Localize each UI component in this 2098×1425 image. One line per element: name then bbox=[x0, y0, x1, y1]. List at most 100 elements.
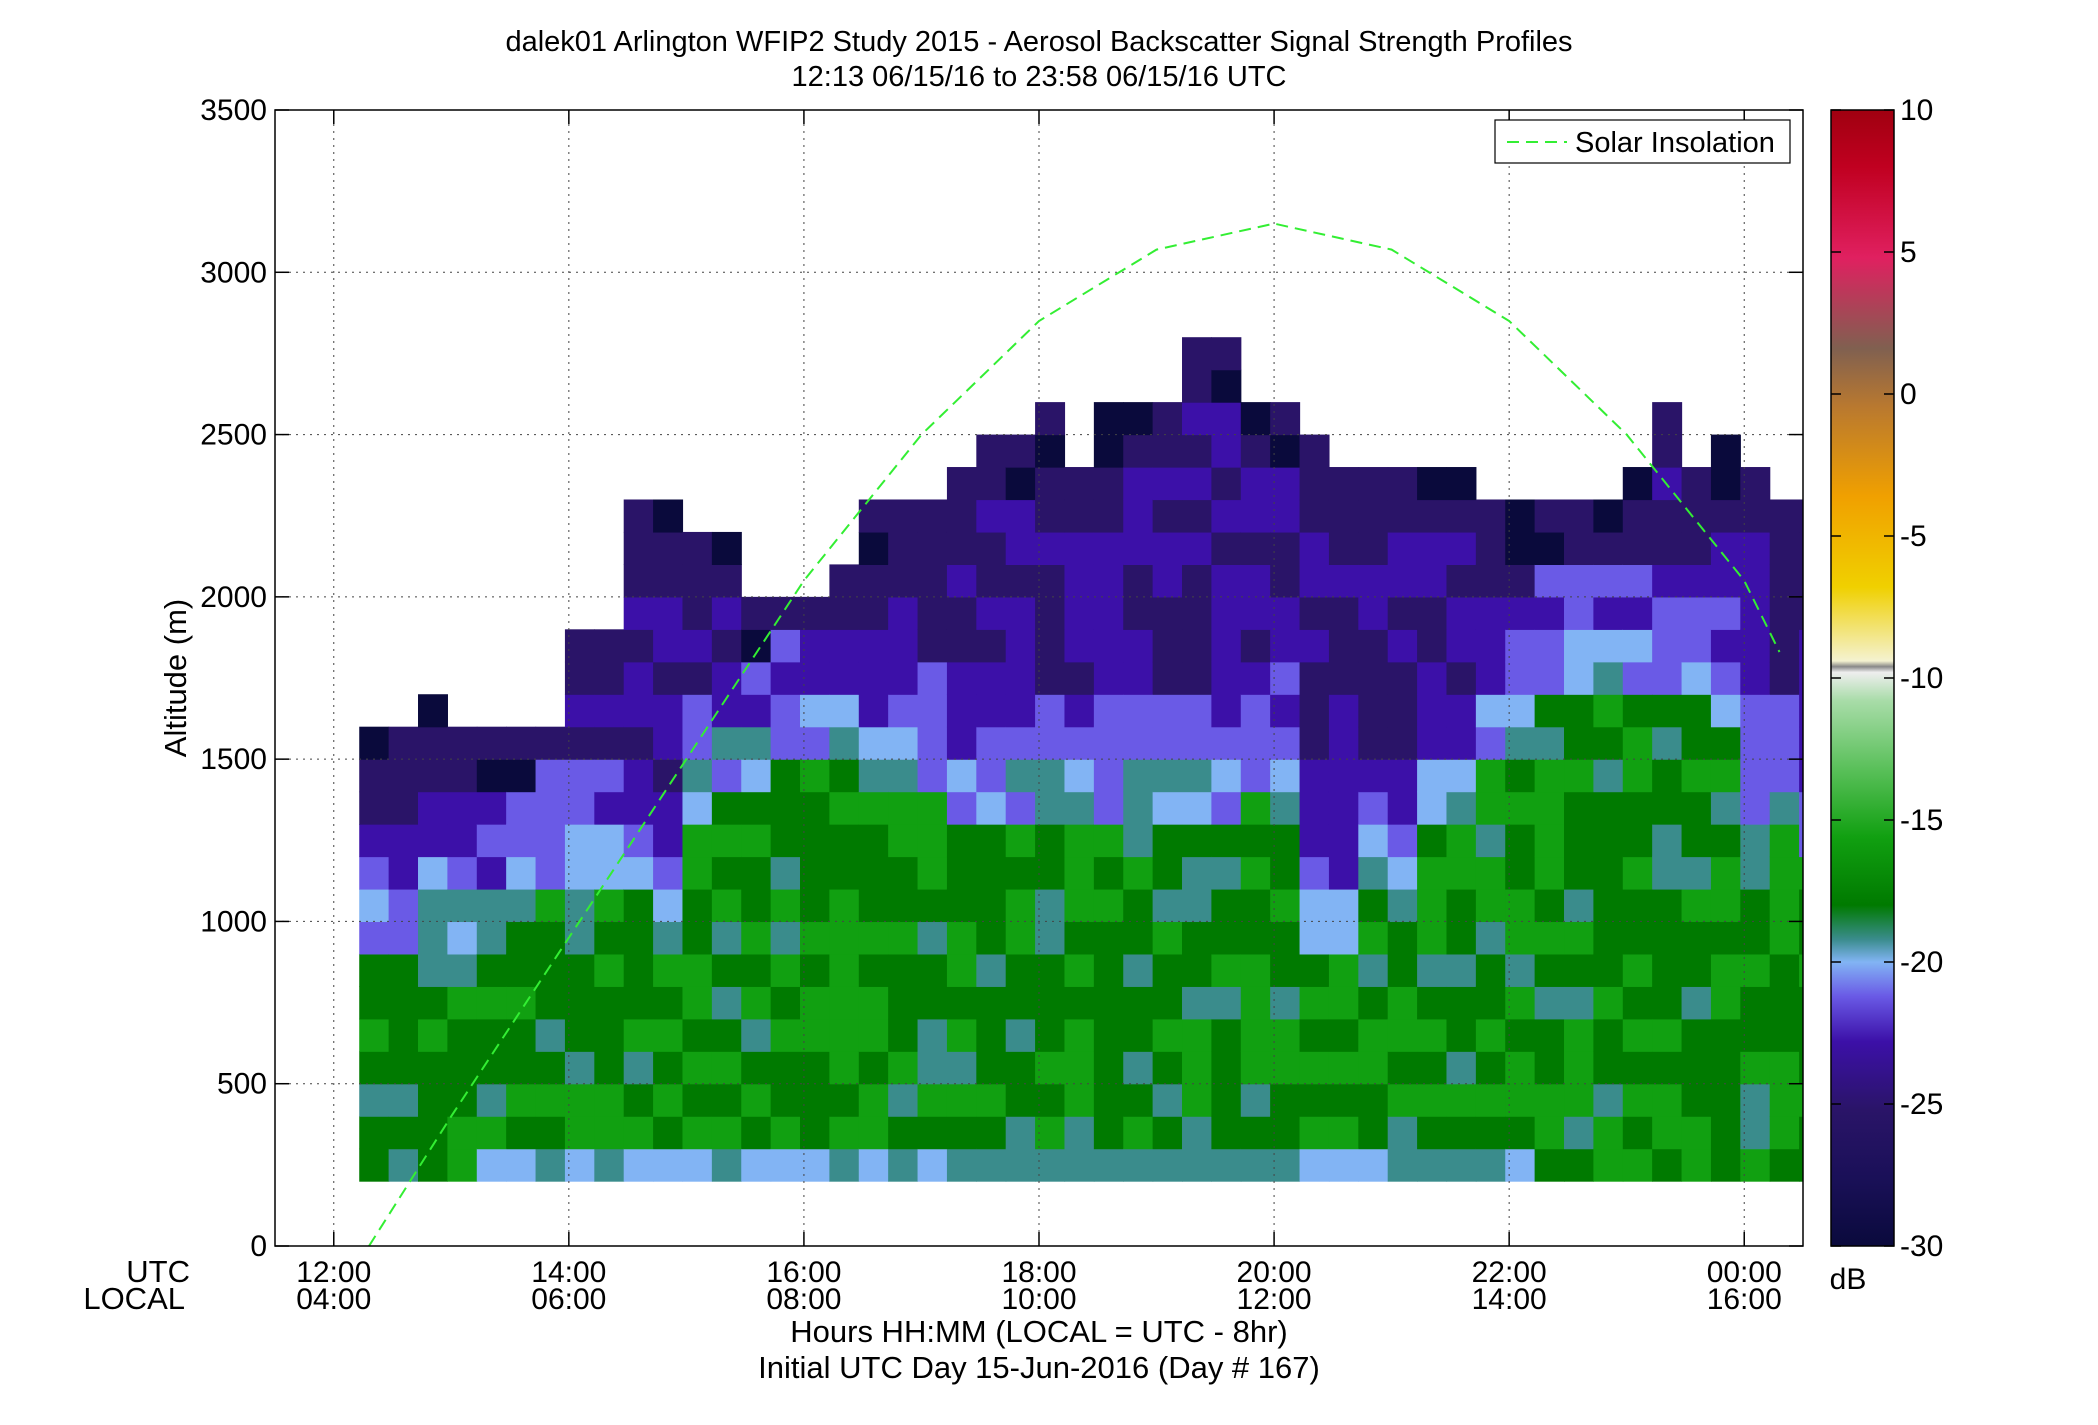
heatmap-cell bbox=[1417, 1018, 1448, 1052]
heatmap-cell bbox=[682, 888, 713, 923]
heatmap-cell bbox=[1710, 1083, 1741, 1117]
heatmap-cell bbox=[682, 661, 713, 695]
heatmap-cell bbox=[1564, 1018, 1594, 1052]
heatmap-cell bbox=[770, 824, 801, 858]
heatmap-cell bbox=[653, 1051, 684, 1085]
heatmap-cell bbox=[1299, 791, 1330, 825]
heatmap-cell bbox=[1564, 629, 1594, 663]
heatmap-cell bbox=[770, 856, 801, 890]
heatmap-cell bbox=[2005, 370, 2035, 403]
heatmap-cell bbox=[976, 791, 1007, 825]
heatmap-cell bbox=[1005, 759, 1036, 793]
heatmap-cell bbox=[946, 629, 977, 663]
chart-subtitle: 12:13 06/15/16 to 23:58 06/15/16 UTC bbox=[792, 61, 1287, 93]
heatmap-cell bbox=[418, 1018, 448, 1052]
heatmap-cell bbox=[770, 1051, 801, 1085]
heatmap-cell bbox=[1005, 986, 1036, 1020]
heatmap-cell bbox=[1240, 759, 1271, 793]
heatmap-cell bbox=[976, 759, 1007, 793]
heatmap-cell bbox=[594, 791, 625, 825]
heatmap-cell bbox=[623, 499, 654, 533]
heatmap-cell bbox=[594, 629, 625, 663]
heatmap-cell bbox=[1505, 629, 1536, 663]
heatmap-cell bbox=[623, 921, 654, 955]
heatmap-cell bbox=[2005, 694, 2035, 727]
heatmap-cell bbox=[476, 1116, 507, 1150]
heatmap-cell bbox=[1593, 596, 1624, 630]
heatmap-cell bbox=[976, 888, 1007, 923]
heatmap-cell bbox=[1975, 759, 2005, 792]
heatmap-cell bbox=[623, 1051, 654, 1085]
heatmap-cell bbox=[682, 1018, 713, 1052]
heatmap-cell bbox=[829, 824, 860, 858]
heatmap-cell bbox=[653, 1116, 684, 1150]
heatmap-cell bbox=[1211, 759, 1242, 793]
heatmap-cell bbox=[711, 531, 742, 565]
heatmap-cell bbox=[535, 1083, 566, 1117]
heatmap-cell bbox=[418, 791, 448, 825]
heatmap-cell bbox=[1328, 531, 1359, 565]
heatmap-cell bbox=[1475, 1051, 1506, 1085]
heatmap-cell bbox=[1152, 499, 1183, 533]
heatmap-cell bbox=[1182, 1083, 1212, 1117]
heatmap-cell bbox=[829, 1148, 860, 1182]
heatmap-cell bbox=[888, 694, 919, 728]
heatmap-cell bbox=[1564, 694, 1594, 728]
heatmap-cell bbox=[1064, 824, 1095, 858]
colorbar-tick-label: 0 bbox=[1900, 378, 1917, 411]
heatmap-cell bbox=[1240, 402, 1271, 436]
heatmap-cell bbox=[1681, 1083, 1712, 1117]
heatmap-cell bbox=[1740, 824, 1771, 858]
heatmap-cell bbox=[476, 1018, 507, 1052]
heatmap-cell bbox=[623, 759, 654, 793]
heatmap-cell bbox=[1240, 1116, 1271, 1150]
heatmap-cell bbox=[1387, 759, 1418, 793]
heatmap-cell bbox=[946, 564, 977, 598]
heatmap-cell bbox=[476, 856, 507, 890]
heatmap-cell bbox=[2093, 1084, 2098, 1117]
heatmap-cell bbox=[1035, 531, 1066, 565]
heatmap-cell bbox=[2064, 1116, 2094, 1149]
heatmap-cell bbox=[858, 1018, 889, 1052]
heatmap-cell bbox=[2093, 824, 2098, 857]
heatmap-cell bbox=[2064, 759, 2094, 792]
heatmap-cell bbox=[1446, 953, 1477, 987]
x-tick-label-local: 14:00 bbox=[1472, 1283, 1547, 1316]
heatmap-cell bbox=[1652, 1018, 1683, 1052]
heatmap-cell bbox=[1769, 661, 1800, 695]
heatmap-cell bbox=[829, 694, 860, 728]
heatmap-cell bbox=[359, 1116, 390, 1150]
heatmap-cell bbox=[1387, 1051, 1418, 1085]
heatmap-cell bbox=[1505, 953, 1536, 987]
heatmap-cell bbox=[1975, 435, 2005, 468]
x-tick-label-utc: 00:00 bbox=[1707, 1256, 1782, 1289]
heatmap-cell bbox=[1152, 1148, 1183, 1182]
heatmap-cell bbox=[1946, 435, 1976, 468]
heatmap-cell bbox=[1211, 921, 1242, 955]
heatmap-cell bbox=[888, 791, 919, 825]
heatmap-cell bbox=[976, 953, 1007, 987]
heatmap-cell bbox=[1799, 564, 1803, 598]
heatmap-cell bbox=[2034, 662, 2064, 695]
heatmap-cell bbox=[594, 1148, 625, 1182]
heatmap-cell bbox=[2064, 824, 2094, 857]
heatmap-cell bbox=[888, 1116, 919, 1150]
heatmap-cell bbox=[858, 499, 889, 533]
heatmap-cell bbox=[1946, 889, 1976, 922]
heatmap-cell bbox=[1564, 531, 1594, 565]
heatmap-cell bbox=[1005, 434, 1036, 468]
heatmap-cell bbox=[1358, 499, 1389, 533]
legend-box bbox=[1494, 119, 1791, 164]
heatmap-cell bbox=[1093, 629, 1124, 663]
heatmap-cell bbox=[564, 759, 595, 793]
heatmap-cell bbox=[682, 629, 713, 663]
heatmap-cell bbox=[1799, 694, 1803, 728]
heatmap-cell bbox=[1975, 564, 2005, 597]
heatmap-cell bbox=[594, 759, 625, 793]
heatmap-cell bbox=[1975, 921, 2005, 954]
heatmap-cell bbox=[1299, 986, 1330, 1020]
heatmap-cell bbox=[1534, 661, 1565, 695]
heatmap-cell bbox=[888, 661, 919, 695]
heatmap-cell bbox=[1417, 629, 1448, 663]
heatmap-cell bbox=[1975, 597, 2005, 630]
